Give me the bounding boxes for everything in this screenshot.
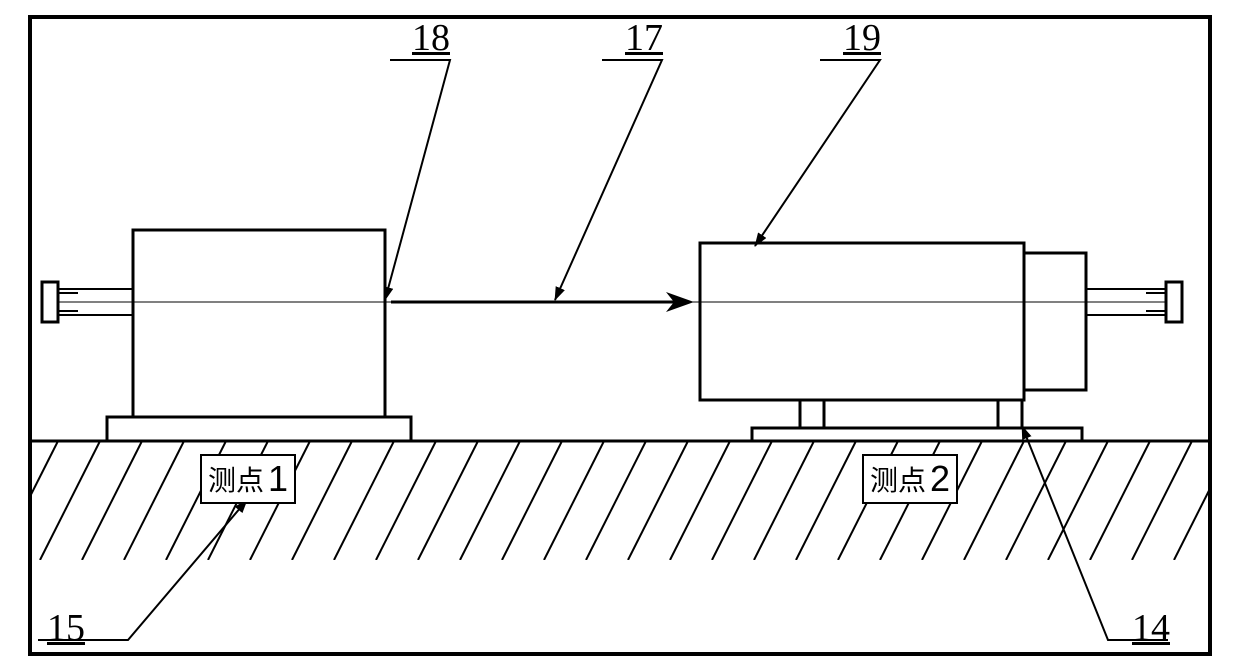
measure-point-2-zh: 测点 — [870, 459, 926, 499]
callout-label-15: 15 — [47, 606, 85, 650]
measure-point-2-num: 2 — [930, 458, 950, 500]
measure-point-1-num: 1 — [268, 458, 288, 500]
figure: { "canvas": { "w": 1240, "h": 671 }, "co… — [0, 0, 1240, 671]
callout-label-19: 19 — [843, 16, 881, 60]
right-machine — [700, 243, 1182, 441]
left-machine — [42, 230, 411, 441]
callout-label-17: 17 — [625, 16, 663, 60]
measure-point-1-zh: 测点 — [208, 459, 264, 499]
diagram-svg — [0, 0, 1240, 671]
callout-label-14: 14 — [1132, 606, 1170, 650]
measure-point-1: 测点 1 — [200, 454, 296, 504]
callout-label-18: 18 — [412, 16, 450, 60]
measure-point-2: 测点 2 — [862, 454, 958, 504]
